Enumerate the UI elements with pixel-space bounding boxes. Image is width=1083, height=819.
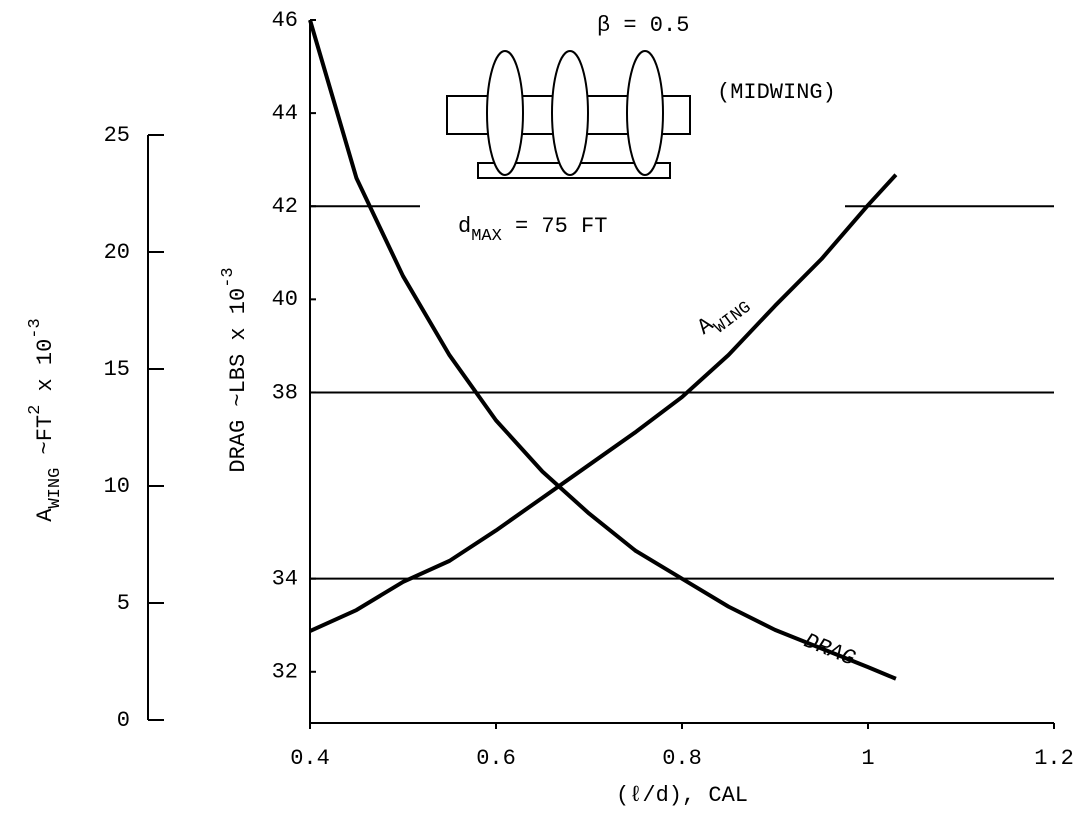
dmax-rest: = 75 FT <box>502 214 608 239</box>
beta-annotation: β = 0.5 <box>597 13 689 38</box>
y2-title-sup2: -3 <box>26 318 45 338</box>
y2-title-sup: 2 <box>26 405 45 415</box>
y-tick-label: 40 <box>272 287 298 312</box>
y-tick-label: 38 <box>272 380 298 405</box>
x-tick-label: 1.2 <box>1034 746 1074 771</box>
dmax-main: d <box>458 214 471 239</box>
x-tick-label: 0.4 <box>290 746 330 771</box>
y2-axis-title: AWING ~FT2 x 10-3 <box>26 318 65 521</box>
y2-tick-label: 10 <box>104 474 130 499</box>
y2-title-unit: ~FT <box>33 415 58 468</box>
x-axis-title: (ℓ/d), CAL <box>616 783 748 808</box>
series-line <box>309 173 898 633</box>
config-annotation: (MIDWING) <box>717 80 836 105</box>
y-tick-label: 34 <box>272 566 298 591</box>
y2-tick-label: 15 <box>104 357 130 382</box>
y2-title-sub: WING <box>46 468 65 509</box>
config-sketch <box>446 50 691 179</box>
y2-tick-label: 5 <box>117 591 130 616</box>
y2-title-a: A <box>33 508 58 522</box>
x-tick-label: 0.8 <box>662 746 702 771</box>
y2-tick-label: 0 <box>117 708 130 733</box>
y-axis-title: DRAG ~LBS x 10-3 <box>219 267 250 472</box>
series-line <box>308 19 897 681</box>
y-tick-label: 42 <box>272 194 298 219</box>
y-title-main: DRAG ~LBS x 10 <box>226 288 251 473</box>
x-tick-label: 0.6 <box>476 746 516 771</box>
y-tick-label: 46 <box>272 8 298 33</box>
dmax-sub: MAX <box>471 227 502 246</box>
y-title-sup: -3 <box>219 267 238 287</box>
x-tick-label: 1 <box>861 746 874 771</box>
y2-tick-label: 25 <box>104 123 130 148</box>
y2-tick-label: 20 <box>104 240 130 265</box>
y-tick-label: 32 <box>272 660 298 685</box>
dmax-annotation: dMAX = 75 FT <box>458 214 607 247</box>
y-tick-label: 44 <box>272 101 298 126</box>
y2-title-scale: x 10 <box>33 339 58 405</box>
